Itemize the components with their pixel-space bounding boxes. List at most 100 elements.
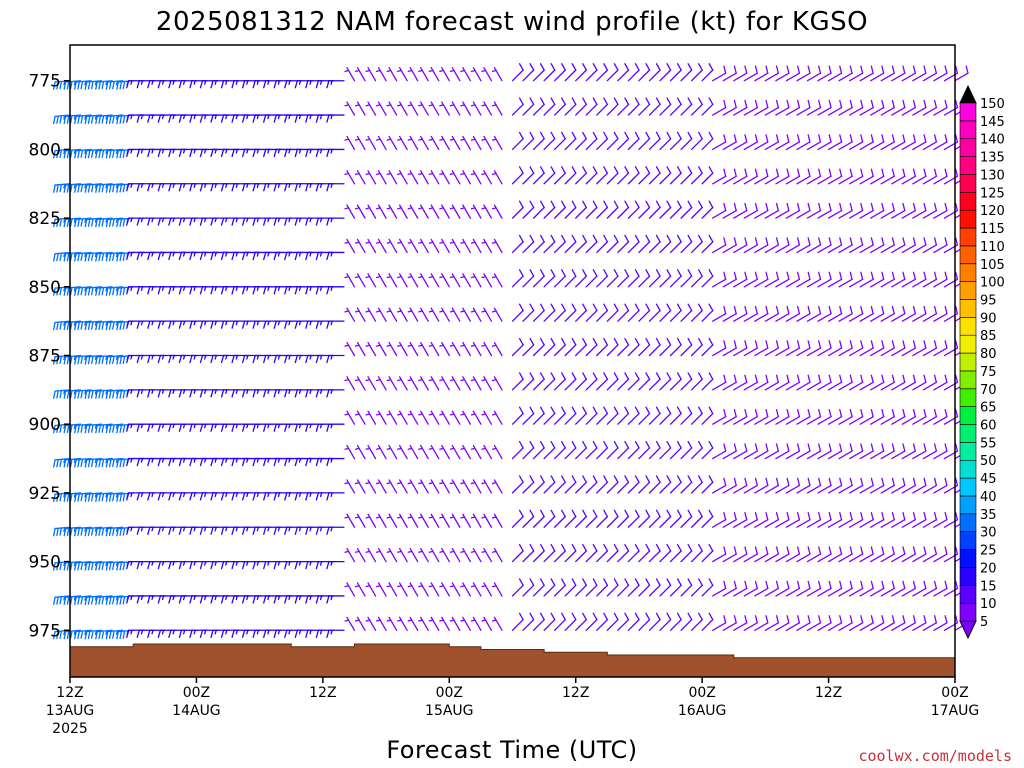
wind-barb — [63, 389, 82, 399]
wind-barb — [543, 234, 556, 254]
wind-barb — [796, 580, 811, 597]
wind-barb — [764, 546, 779, 563]
wind-barb — [617, 234, 630, 254]
wind-barb — [481, 101, 493, 116]
wind-barb — [606, 63, 619, 82]
wind-barb — [785, 65, 801, 82]
wind-barb — [386, 67, 398, 82]
wind-barb — [564, 543, 577, 563]
wind-barb — [386, 307, 398, 322]
wind-barb — [627, 440, 640, 460]
wind-barb — [638, 578, 651, 597]
wind-barb — [397, 101, 408, 116]
wind-barb — [53, 114, 71, 125]
wind-barb — [449, 616, 461, 631]
wind-barb — [532, 475, 545, 494]
wind-barb — [585, 612, 598, 631]
wind-barb — [375, 273, 387, 288]
wind-barb — [460, 238, 472, 254]
wind-barb — [775, 340, 790, 357]
wind-barb — [84, 80, 103, 90]
wind-barb — [418, 101, 429, 116]
wind-barb — [418, 479, 429, 494]
wind-barb — [354, 307, 366, 322]
colorbar-label: 45 — [980, 472, 997, 487]
wind-barb — [922, 271, 938, 288]
wind-barb — [880, 340, 895, 357]
wind-barb — [838, 443, 853, 460]
wind-barb — [690, 131, 703, 151]
wind-barb — [806, 99, 822, 116]
wind-barb — [859, 271, 874, 288]
wind-barb — [481, 135, 493, 151]
wind-barb — [827, 408, 843, 425]
wind-barb — [449, 479, 461, 494]
wind-barb — [806, 374, 822, 391]
wind-barb — [397, 582, 408, 597]
wind-barb — [543, 578, 556, 597]
wind-barb — [564, 372, 577, 391]
wind-barb — [449, 135, 461, 151]
wind-barb — [627, 166, 640, 185]
wind-barb — [838, 134, 853, 151]
wind-barb — [397, 204, 408, 219]
wind-barb — [575, 303, 587, 322]
wind-barb — [669, 612, 682, 631]
wind-barb — [627, 131, 640, 151]
wind-barb — [859, 408, 874, 425]
wind-barb — [617, 578, 630, 597]
wind-barb — [754, 65, 769, 82]
wind-barb — [532, 200, 545, 219]
wind-barb — [891, 99, 906, 116]
wind-barb — [933, 443, 948, 460]
wind-barb — [407, 204, 419, 219]
wind-barb — [627, 406, 640, 425]
wind-barb — [522, 97, 535, 116]
wind-barb — [418, 273, 429, 288]
y-tick-label: 825 — [29, 209, 61, 229]
wind-barb — [365, 376, 377, 391]
colorbar-top-arrow — [959, 84, 977, 104]
wind-barb — [722, 340, 737, 357]
colorbar-label: 120 — [980, 204, 1005, 219]
wind-barb — [785, 477, 801, 494]
wind-barb — [701, 578, 714, 597]
wind-barb — [817, 408, 832, 425]
wind-barb — [669, 234, 682, 254]
wind-barb — [922, 305, 938, 322]
wind-barb — [84, 423, 103, 434]
wind-barb — [701, 234, 714, 254]
wind-barb — [553, 269, 566, 288]
wind-barb — [733, 374, 748, 391]
wind-barb — [933, 237, 948, 254]
wind-barb — [933, 374, 948, 391]
wind-barb — [344, 307, 356, 322]
wind-barb — [785, 340, 801, 357]
wind-barb — [606, 303, 619, 322]
colorbar-bottom-arrow — [959, 620, 977, 640]
wind-barb — [532, 234, 545, 254]
wind-barb — [901, 615, 916, 631]
wind-barb — [418, 170, 429, 185]
wind-barb — [912, 237, 927, 254]
wind-barb — [105, 286, 124, 296]
wind-barb — [859, 477, 874, 494]
wind-barb — [891, 443, 906, 460]
wind-barb — [880, 202, 895, 219]
wind-barb — [470, 135, 482, 151]
wind-barb — [838, 546, 853, 563]
wind-barb — [659, 543, 672, 563]
wind-barb — [870, 477, 885, 494]
wind-barb — [785, 615, 801, 631]
wind-barb — [870, 305, 885, 322]
wind-barb — [354, 513, 366, 528]
wind-barb — [891, 374, 906, 391]
wind-barb — [722, 99, 737, 116]
colorbar-swatch — [959, 102, 977, 122]
wind-barb — [95, 251, 113, 262]
wind-barb — [84, 595, 103, 606]
wind-barb — [449, 547, 461, 563]
wind-barb — [585, 269, 598, 288]
wind-barb — [922, 202, 938, 219]
wind-barb — [743, 615, 758, 631]
